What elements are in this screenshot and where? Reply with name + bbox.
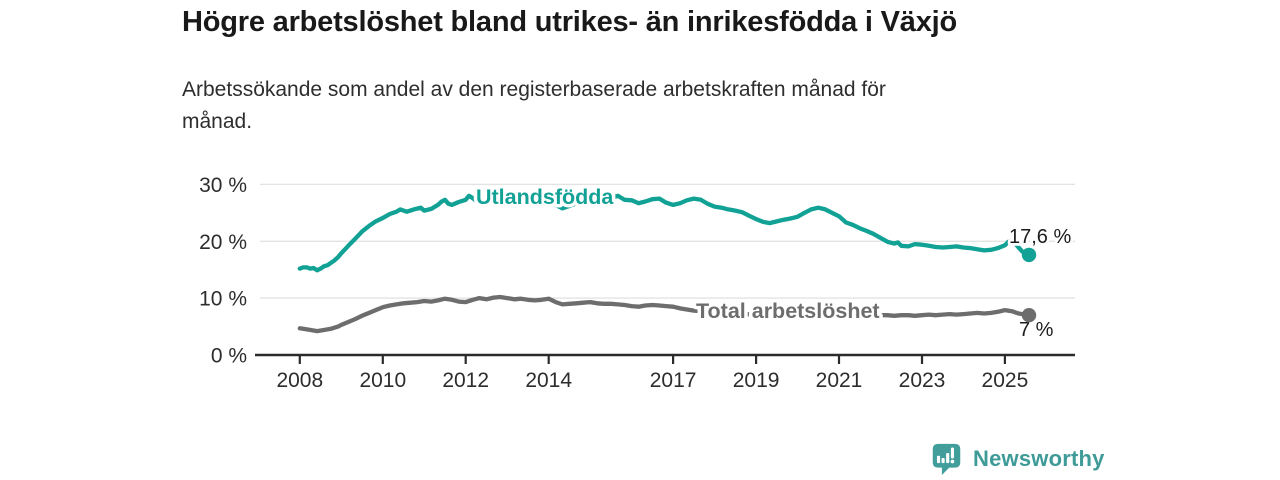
y-axis-tick-label: 20 % <box>199 231 247 254</box>
y-axis-tick-label: 30 % <box>199 174 247 197</box>
series-name-label: Utlandsfödda <box>476 185 614 209</box>
x-axis-tick-label: 2010 <box>359 369 406 392</box>
newsworthy-icon <box>932 443 961 475</box>
series-line-1 <box>297 294 1032 334</box>
chart-subtitle-line: Arbetssökande som andel av den registerb… <box>182 78 886 101</box>
x-axis-tick-label: 2017 <box>650 369 697 392</box>
series-end-label: 17,6 % <box>1009 226 1071 248</box>
y-axis-tick-label: 10 % <box>199 288 247 311</box>
chart-title: Högre arbetslöshet bland utrikes- än inr… <box>182 6 958 38</box>
chart-subtitle-line: månad. <box>182 110 253 133</box>
line-chart: 0 % 10 % 20 % 30 % 2008 2010 2012 2014 2017 2019 2… <box>199 174 1075 392</box>
series-end-dot <box>1021 247 1037 263</box>
newsworthy-wordmark: Newsworthy <box>973 445 1105 471</box>
chart-subtitle: Arbetssökande som andel av den registerb… <box>182 74 1082 138</box>
series-name-label: Total arbetslöshet <box>696 299 880 323</box>
x-axis-tick-label: 2019 <box>733 369 780 392</box>
x-axis-tick-label: 2025 <box>982 369 1029 392</box>
x-axis-tick-label: 2023 <box>899 369 946 392</box>
x-axis-tick-label: 2008 <box>276 369 323 392</box>
x-axis-tick-label: 2021 <box>816 369 863 392</box>
y-axis-tick-label: 0 % <box>211 345 247 368</box>
series-end-dot <box>1021 308 1037 323</box>
x-axis-tick-label: 2012 <box>442 369 489 392</box>
newsworthy-logo: Newsworthy <box>930 441 1105 476</box>
series-line-0 <box>297 193 1032 273</box>
series-end-label: 7 % <box>1019 319 1054 341</box>
x-axis-tick-label: 2014 <box>525 369 572 392</box>
